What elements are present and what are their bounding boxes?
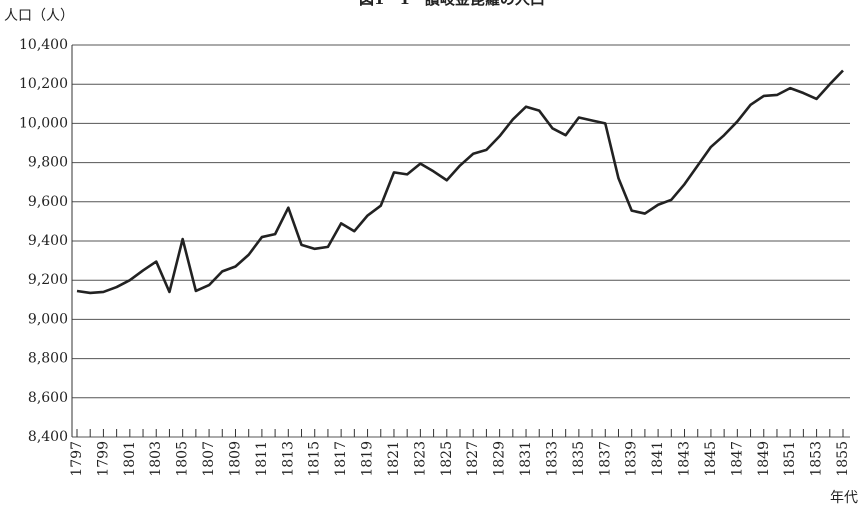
y-tick-label: 9,200 [28, 272, 68, 288]
x-tick-label: 1843 [677, 441, 693, 477]
x-tick-label: 1825 [439, 441, 455, 477]
x-tick-label: 1835 [571, 441, 587, 477]
x-tick-label: 1807 [201, 441, 217, 477]
x-tick-label: 1837 [597, 441, 613, 477]
y-tick-label: 9,600 [28, 194, 68, 210]
y-tick-label: 9,000 [28, 311, 68, 327]
x-tick-label: 1849 [756, 441, 772, 477]
y-tick-label: 10,400 [19, 37, 68, 53]
x-tick-label: 1819 [360, 441, 376, 477]
x-tick-label: 1845 [703, 441, 719, 477]
x-tick-label: 1855 [835, 441, 851, 477]
x-tick-label: 1851 [782, 441, 798, 477]
y-tick-label: 8,400 [28, 429, 68, 445]
x-tick-label: 1815 [307, 441, 323, 477]
y-tick-label: 9,800 [28, 155, 68, 171]
x-tick-label: 1821 [386, 441, 402, 477]
y-tick-label: 9,400 [28, 233, 68, 249]
y-tick-label: 10,000 [19, 115, 68, 131]
y-tick-label: 8,800 [28, 351, 68, 367]
x-tick-label: 1823 [412, 441, 428, 477]
line-series [76, 69, 844, 295]
x-tick-label: 1829 [492, 441, 508, 477]
x-tick-label: 1831 [518, 441, 534, 477]
x-tick-label: 1809 [227, 441, 243, 477]
x-tick-label: 1833 [544, 441, 560, 477]
x-tick-label: 1853 [809, 441, 825, 477]
x-tick-label: 1797 [69, 441, 85, 477]
x-tick-label: 1841 [650, 441, 666, 477]
x-tick-label: 1817 [333, 441, 349, 477]
y-axis-label: 人口（人） [4, 8, 74, 24]
x-tick-label: 1811 [254, 441, 270, 477]
y-tick-label: 10,200 [19, 76, 68, 92]
chart-title: 図1－1 讃岐金毘羅の人口 [359, 0, 545, 8]
x-tick-label: 1847 [729, 441, 745, 477]
x-tick-label: 1839 [624, 441, 640, 477]
x-tick-label: 1799 [95, 441, 111, 477]
y-tick-label: 8,600 [28, 390, 68, 406]
x-tick-label: 1813 [280, 441, 296, 477]
x-tick-label: 1801 [122, 441, 138, 477]
x-tick-label: 1803 [148, 441, 164, 477]
x-tick-label: 1805 [175, 441, 191, 477]
x-tick-label: 1827 [465, 441, 481, 477]
x-axis-label: 年代 [830, 490, 858, 506]
